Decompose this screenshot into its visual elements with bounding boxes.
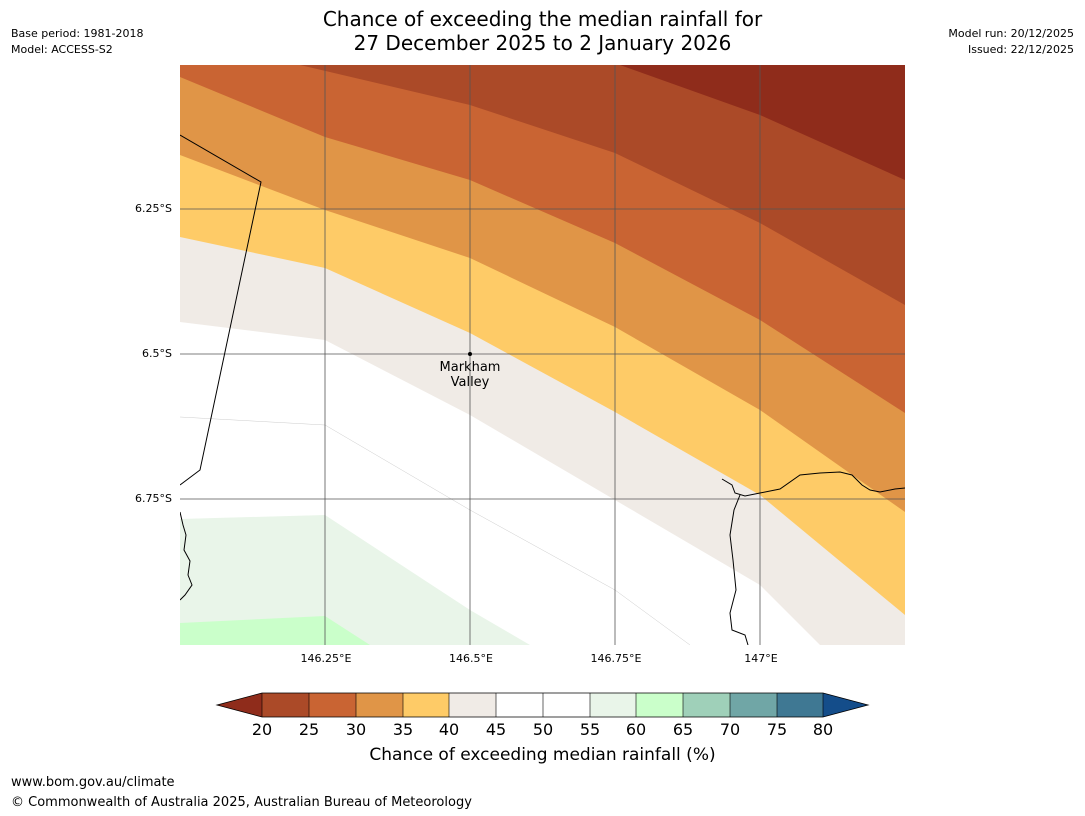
- colorbar-tick: 60: [625, 720, 647, 739]
- issued-text: Issued: 22/12/2025: [967, 43, 1074, 56]
- colorbar-tick: 30: [345, 720, 367, 739]
- footer-url[interactable]: www.bom.gov.au/climate: [11, 775, 175, 790]
- base-period-text: Base period: 1981-2018: [11, 27, 144, 40]
- colorbar-tick: 45: [485, 720, 507, 739]
- colorbar-dividers: [261, 693, 824, 717]
- colorbar-segment-70-75: [730, 693, 777, 717]
- model-run-text: Model run: 20/12/2025: [948, 27, 1074, 40]
- colorbar-tick: 65: [672, 720, 694, 739]
- colorbar-label: Chance of exceeding median rainfall (%): [369, 745, 716, 765]
- colorbar-tick: 80: [812, 720, 834, 739]
- lon-label-146-5: 146.5°E: [449, 652, 493, 665]
- colorbar-segment-20-25: [262, 693, 309, 717]
- band-60-65: [180, 616, 370, 645]
- title-line-2: 27 December 2025 to 2 January 2026: [353, 31, 732, 55]
- colorbar-under-arrow: [217, 693, 262, 717]
- place-name-line-2: Valley: [450, 375, 490, 390]
- colorbar-tick: 55: [579, 720, 601, 739]
- colorbar-segment-75-80: [777, 693, 823, 717]
- colorbar-segment-60-65: [636, 693, 683, 717]
- colorbar-segment-65-70: [683, 693, 730, 717]
- colorbar-segment-45-50: [496, 693, 543, 717]
- place-label-markham-valley: Markham Valley: [420, 360, 520, 390]
- lon-label-147: 147°E: [744, 652, 778, 665]
- rainfall-map: [180, 65, 905, 645]
- colorbar-tick: 75: [766, 720, 788, 739]
- meta-right: Model run: 20/12/2025 Issued: 22/12/2025: [948, 26, 1074, 58]
- colorbar-over-arrow: [823, 693, 868, 717]
- river-coastline: [729, 494, 749, 645]
- colorbar-segment-25-30: [309, 693, 356, 717]
- colorbar-tick: 20: [251, 720, 273, 739]
- lon-label-146-25: 146.25°E: [300, 652, 352, 665]
- colorbar-segment-40-45: [449, 693, 496, 717]
- map-svg: [180, 65, 905, 645]
- east-coastline: [721, 471, 905, 497]
- colorbar-segment-30-35: [356, 693, 403, 717]
- map-title: Chance of exceeding the median rainfall …: [0, 7, 1085, 55]
- place-name-line-1: Markham: [439, 360, 501, 375]
- model-text: Model: ACCESS-S2: [11, 43, 113, 56]
- colorbar-tick: 25: [298, 720, 320, 739]
- band-55-60: [180, 515, 530, 645]
- province-boundary: [180, 134, 262, 486]
- title-line-1: Chance of exceeding the median rainfall …: [322, 7, 763, 31]
- colorbar-tick: 35: [392, 720, 414, 739]
- colorbar-tick: 70: [719, 720, 741, 739]
- meta-left: Base period: 1981-2018 Model: ACCESS-S2: [11, 26, 143, 58]
- colorbar-tick: 40: [438, 720, 460, 739]
- band-under-20: [620, 65, 905, 180]
- colorbar-outline: [215, 692, 870, 718]
- colorbar-segment-50-55: [543, 693, 590, 717]
- footer-copyright: © Commonwealth of Australia 2025, Austra…: [11, 795, 472, 810]
- colorbar-tick: 50: [532, 720, 554, 739]
- lat-label-6-25: 6.25°S: [135, 202, 172, 215]
- lon-label-146-75: 146.75°E: [590, 652, 642, 665]
- colorbar-segment-35-40: [403, 693, 449, 717]
- west-coastline: [180, 511, 193, 601]
- lat-label-6-75: 6.75°S: [135, 492, 172, 505]
- lat-label-6-5: 6.5°S: [142, 347, 172, 360]
- markham-valley-marker: [468, 352, 472, 356]
- colorbar-segment-55-60: [590, 693, 636, 717]
